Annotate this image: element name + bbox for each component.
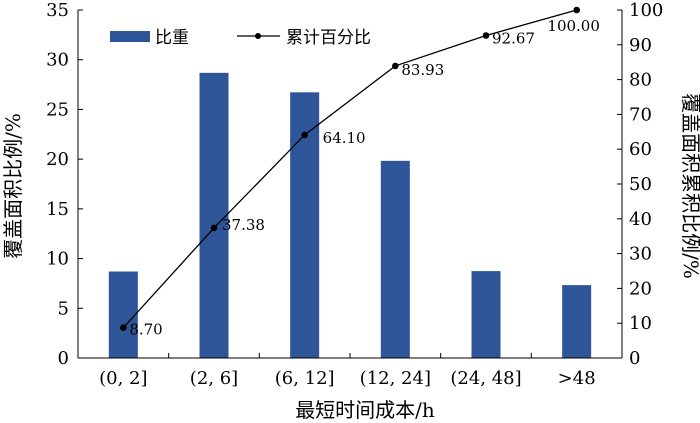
line-point-5 — [573, 6, 580, 14]
y-left-tick-label: 15 — [46, 199, 69, 220]
bar-3 — [380, 160, 410, 358]
y-right-tick-label: 20 — [629, 278, 652, 299]
x-tick-label: (6, 12] — [275, 368, 335, 389]
y-axis-left-title: 覆盖面积比例/% — [1, 113, 25, 259]
y-left-tick-label: 5 — [58, 298, 69, 319]
x-tick-label: (24, 48] — [450, 368, 521, 389]
data-label-3: 83.93 — [401, 61, 444, 79]
data-label-0: 8.70 — [129, 321, 162, 339]
line-point-0 — [120, 324, 127, 332]
y-left-tick-label: 10 — [46, 249, 69, 270]
legend-bar-label: 比重 — [155, 28, 189, 48]
data-label-5: 100.00 — [547, 17, 600, 35]
y-left-tick-label: 30 — [46, 50, 69, 71]
x-tick-label: (2, 6] — [190, 368, 238, 389]
y-right-tick-label: 0 — [629, 348, 640, 369]
y-left-tick-label: 0 — [58, 348, 69, 369]
legend-line-label: 累计百分比 — [286, 28, 371, 48]
y-right-tick-label: 10 — [629, 313, 652, 334]
y-left-tick-label: 35 — [46, 0, 69, 21]
x-tick-label: (0, 2] — [99, 368, 147, 389]
legend-line-marker — [255, 33, 261, 39]
x-axis-title: 最短时间成本/h — [295, 398, 435, 422]
y-left-tick-label: 25 — [46, 99, 69, 120]
line-point-3 — [392, 62, 399, 70]
bar-5 — [562, 285, 592, 358]
bar-4 — [471, 271, 501, 358]
y-axis-right-title: 覆盖面积累积比例/% — [679, 93, 700, 279]
legend: 比重 累计百分比 — [110, 28, 371, 48]
cumulative-line — [122, 9, 577, 329]
y-right-tick-label: 100 — [629, 0, 663, 21]
data-label-1: 37.38 — [222, 216, 265, 234]
line-point-4 — [482, 32, 490, 39]
line-series: 8.70 37.38 64.10 83.93 92.67 100.00 — [120, 6, 600, 339]
line-point-2 — [301, 131, 308, 139]
axes: 0 5 10 15 20 25 30 35 0 10 20 30 40 50 60 70 80 90 100 (0, … — [46, 0, 663, 389]
legend-bar-swatch — [110, 31, 150, 42]
y-right-tick-label: 70 — [629, 104, 652, 125]
x-tick-label: (12, 24] — [360, 368, 431, 389]
data-label-2: 64.10 — [323, 129, 366, 147]
bar-series — [108, 72, 592, 359]
y-right-tick-label: 40 — [629, 209, 652, 230]
y-right-tick-label: 60 — [629, 139, 652, 160]
x-tick-label: >48 — [558, 368, 596, 389]
y-right-tick-label: 30 — [629, 244, 652, 265]
y-left-tick-label: 20 — [46, 149, 69, 170]
data-label-4: 92.67 — [492, 30, 535, 48]
y-right-tick-label: 90 — [629, 35, 652, 56]
y-right-tick-label: 80 — [629, 70, 652, 91]
line-point-1 — [210, 224, 218, 232]
bar-0 — [108, 271, 138, 358]
bar-1 — [199, 72, 229, 358]
y-right-tick-label: 50 — [629, 174, 652, 195]
